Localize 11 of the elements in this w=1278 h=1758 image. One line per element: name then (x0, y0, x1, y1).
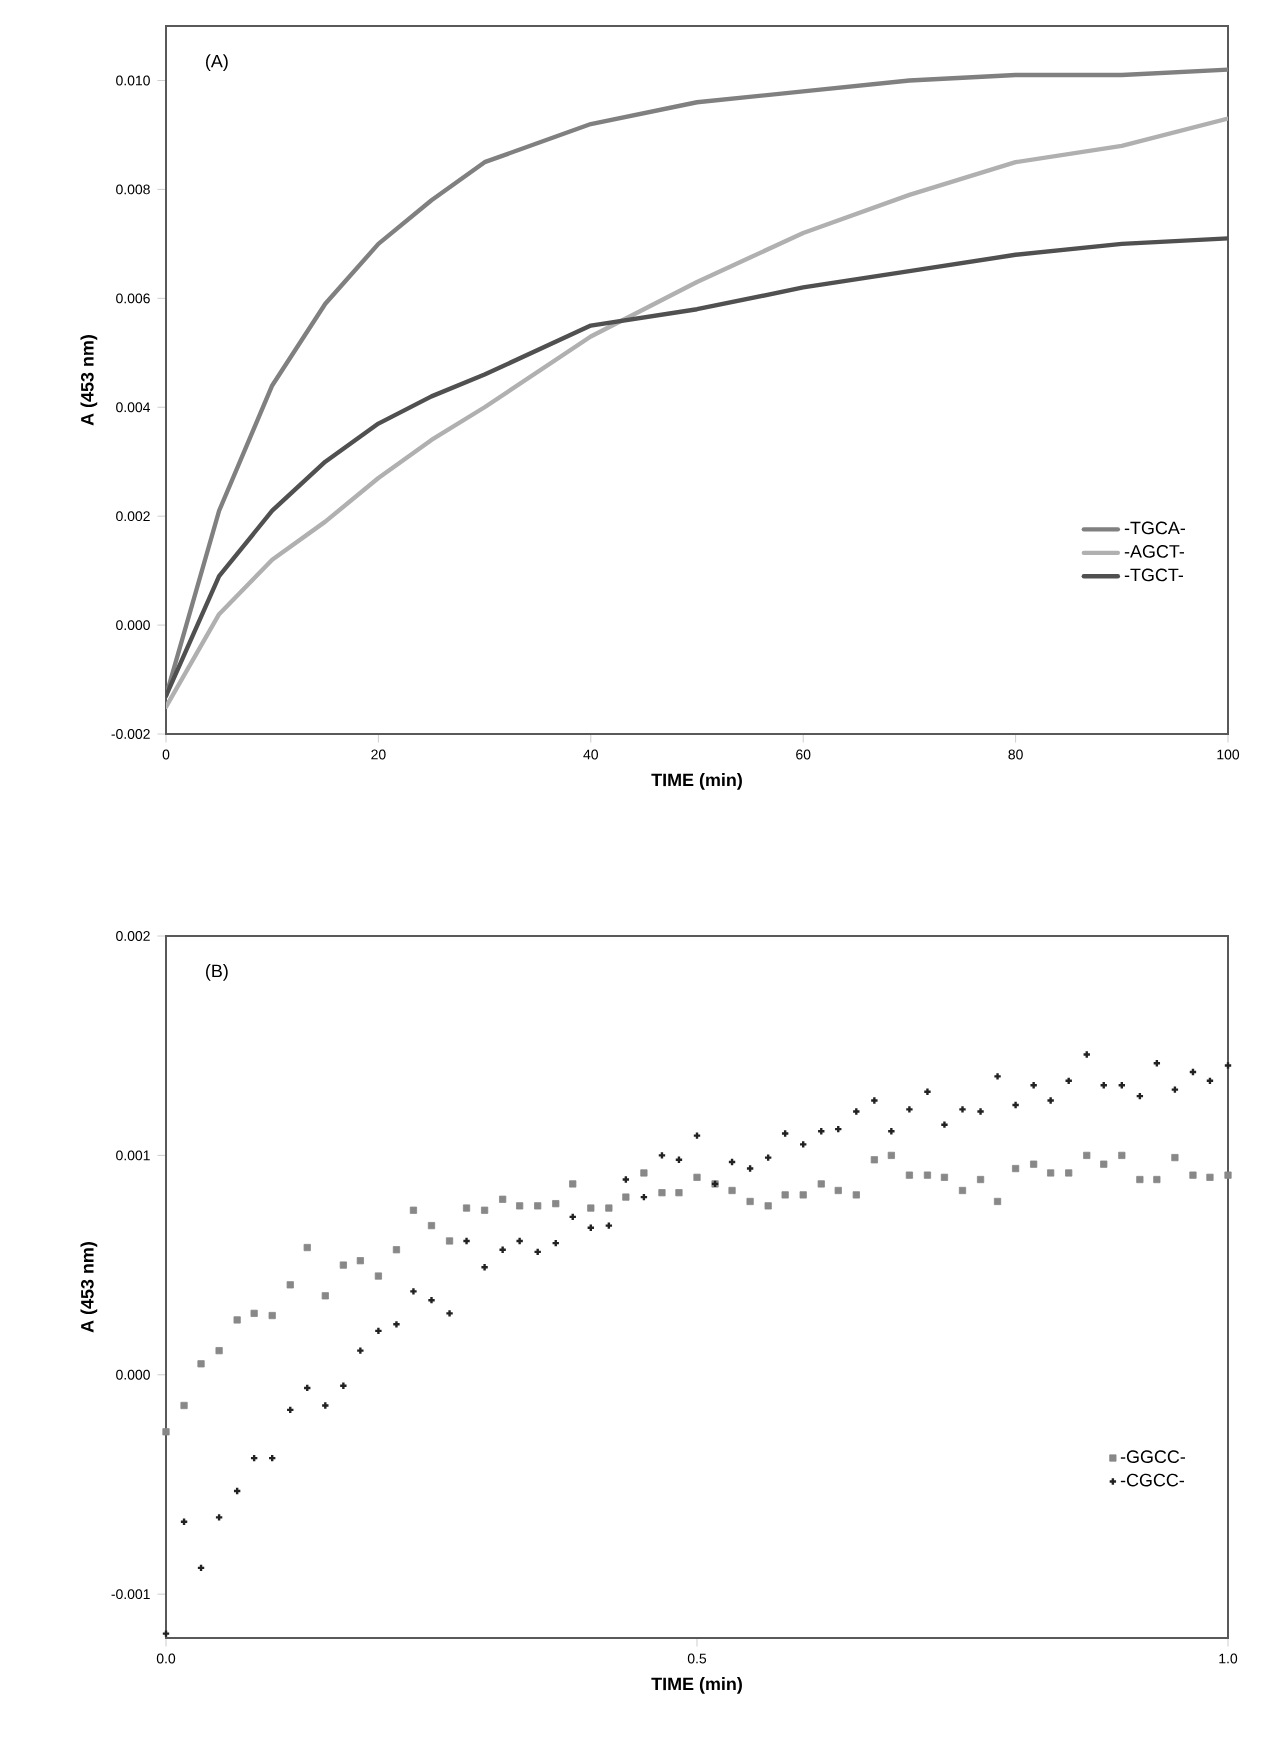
y-axis-title: A (453 nm) (80, 1242, 98, 1333)
y-axis-title: A (453 nm) (80, 335, 98, 426)
legend-label: -TGCA- (1124, 521, 1185, 535)
annotation: (B) (206, 964, 228, 981)
legend-label: -GGCC- (1120, 1450, 1185, 1463)
legend-label: -AGCT- (1124, 545, 1185, 558)
legend-label: -TGCT- (1124, 568, 1184, 582)
x-axis-title: TIME (min) (651, 773, 742, 790)
x-axis-title: TIME (min) (651, 1677, 742, 1694)
legend-label: -CGCC- (1120, 1473, 1184, 1487)
annotation: (A) (206, 54, 228, 72)
